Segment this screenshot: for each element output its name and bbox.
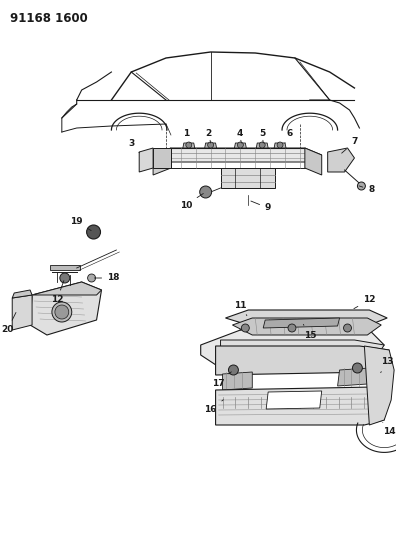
Text: 16: 16 bbox=[204, 400, 224, 415]
Text: 17: 17 bbox=[212, 372, 231, 387]
Circle shape bbox=[288, 324, 296, 332]
Polygon shape bbox=[337, 368, 369, 386]
Polygon shape bbox=[266, 391, 322, 409]
Polygon shape bbox=[221, 168, 275, 188]
Polygon shape bbox=[232, 318, 381, 335]
Text: 6: 6 bbox=[285, 128, 293, 143]
Polygon shape bbox=[139, 148, 153, 172]
Circle shape bbox=[87, 225, 100, 239]
Text: 19: 19 bbox=[70, 217, 91, 231]
Polygon shape bbox=[223, 372, 252, 390]
Text: 10: 10 bbox=[179, 193, 203, 209]
Circle shape bbox=[357, 182, 365, 190]
Polygon shape bbox=[12, 295, 32, 330]
Polygon shape bbox=[12, 290, 32, 298]
Circle shape bbox=[200, 186, 212, 198]
Text: 3: 3 bbox=[128, 139, 139, 153]
Polygon shape bbox=[30, 282, 102, 335]
Polygon shape bbox=[216, 346, 389, 375]
Text: 91168 1600: 91168 1600 bbox=[10, 12, 88, 25]
Text: 8: 8 bbox=[359, 185, 374, 195]
Polygon shape bbox=[32, 282, 102, 295]
Text: 5: 5 bbox=[259, 128, 265, 143]
Text: 1: 1 bbox=[183, 128, 190, 143]
Text: 15: 15 bbox=[303, 325, 316, 340]
Polygon shape bbox=[364, 346, 394, 425]
Text: 9: 9 bbox=[251, 201, 271, 213]
Text: 18: 18 bbox=[94, 273, 119, 282]
Polygon shape bbox=[153, 148, 171, 168]
Text: 12: 12 bbox=[354, 295, 376, 309]
Polygon shape bbox=[205, 143, 217, 148]
Polygon shape bbox=[234, 143, 246, 148]
Polygon shape bbox=[50, 265, 80, 270]
Circle shape bbox=[259, 142, 265, 148]
Polygon shape bbox=[153, 148, 171, 175]
Text: 7: 7 bbox=[342, 138, 358, 153]
Text: 4: 4 bbox=[236, 128, 243, 143]
Polygon shape bbox=[225, 310, 387, 325]
Circle shape bbox=[277, 142, 283, 148]
Text: 2: 2 bbox=[206, 128, 212, 143]
Text: 11: 11 bbox=[234, 301, 247, 316]
Polygon shape bbox=[216, 365, 389, 425]
Polygon shape bbox=[305, 148, 322, 175]
Polygon shape bbox=[256, 143, 268, 148]
Circle shape bbox=[55, 305, 69, 319]
Polygon shape bbox=[328, 148, 355, 172]
Circle shape bbox=[237, 142, 243, 148]
Circle shape bbox=[241, 324, 249, 332]
Polygon shape bbox=[221, 340, 384, 368]
Polygon shape bbox=[183, 143, 195, 148]
Circle shape bbox=[208, 142, 214, 148]
Circle shape bbox=[353, 363, 362, 373]
Text: 14: 14 bbox=[383, 422, 395, 437]
Polygon shape bbox=[274, 143, 286, 148]
Circle shape bbox=[60, 273, 70, 283]
Polygon shape bbox=[201, 330, 384, 368]
Circle shape bbox=[52, 302, 72, 322]
Text: 20: 20 bbox=[1, 312, 16, 335]
Polygon shape bbox=[153, 148, 322, 162]
Circle shape bbox=[88, 274, 96, 282]
Circle shape bbox=[343, 324, 351, 332]
Circle shape bbox=[186, 142, 192, 148]
Polygon shape bbox=[263, 318, 339, 328]
Text: 13: 13 bbox=[381, 358, 393, 373]
Text: 12: 12 bbox=[51, 280, 64, 304]
Circle shape bbox=[229, 365, 238, 375]
